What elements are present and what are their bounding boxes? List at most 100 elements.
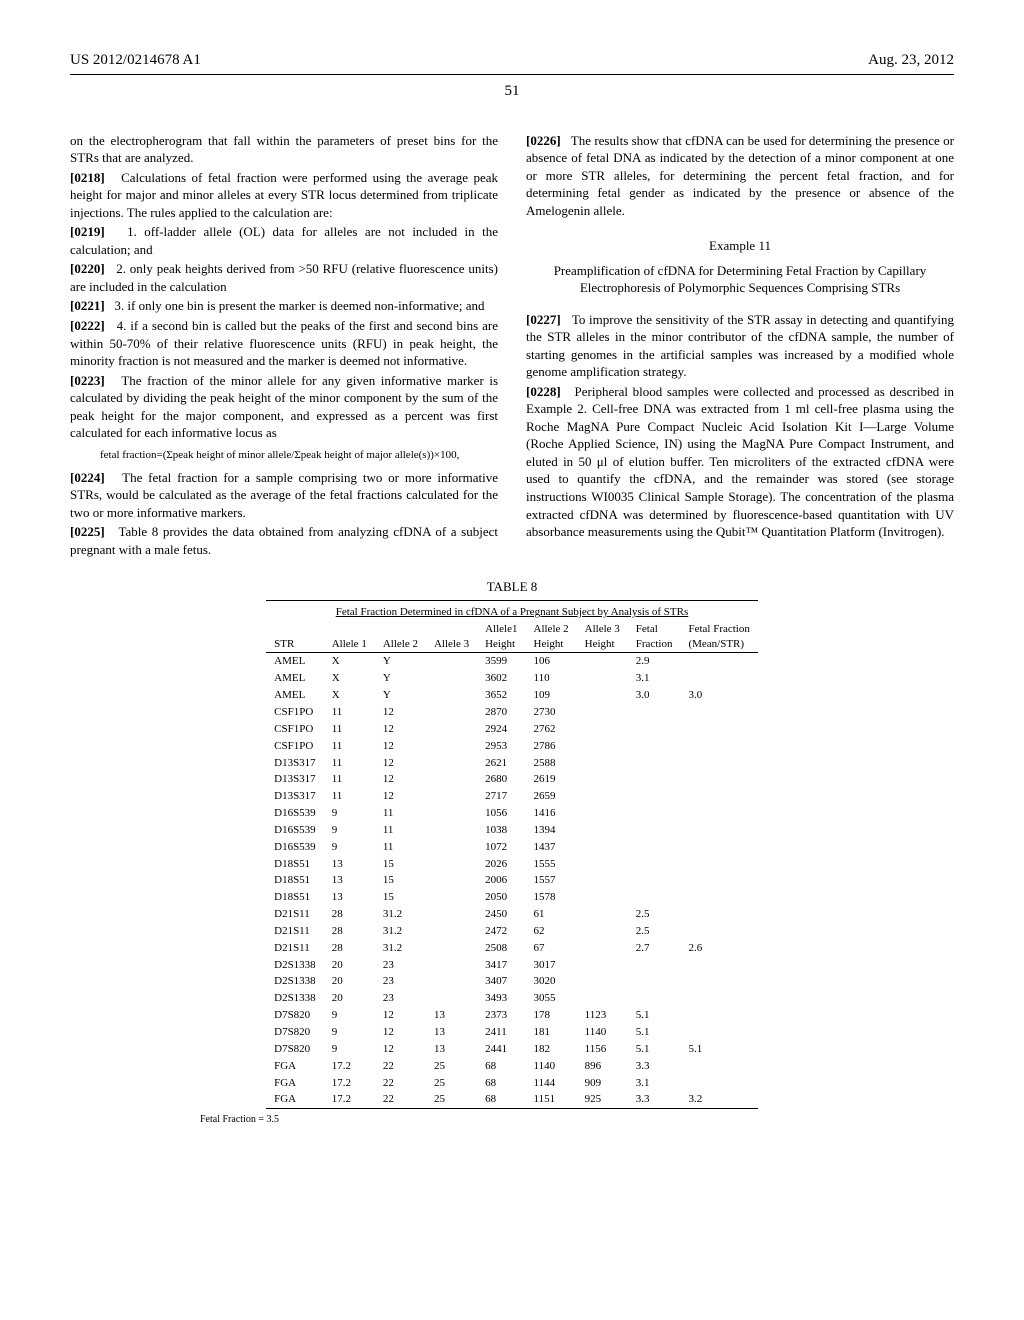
- table-cell: 9: [324, 1041, 375, 1058]
- table-cell: 11: [324, 755, 375, 772]
- table-cell: [680, 805, 757, 822]
- table-cell: 68: [477, 1091, 525, 1108]
- table-cell: [680, 788, 757, 805]
- col-ffmean: Fetal Fraction(Mean/STR): [680, 621, 757, 653]
- table-cell: AMEL: [266, 687, 324, 704]
- table-cell: 3493: [477, 990, 525, 1007]
- table-cell: Y: [375, 687, 426, 704]
- table-cell: 9: [324, 822, 375, 839]
- table-cell: X: [324, 670, 375, 687]
- body-columns: on the electropherogram that fall within…: [70, 132, 954, 561]
- table-cell: X: [324, 687, 375, 704]
- table-cell: [680, 872, 757, 889]
- table-row: FGA17.222256811519253.33.2: [266, 1091, 758, 1108]
- table-cell: [426, 856, 477, 873]
- table-cell: [577, 906, 628, 923]
- table-cell: 17.2: [324, 1091, 375, 1108]
- table-cell: 181: [526, 1024, 577, 1041]
- table-cell: 3020: [526, 973, 577, 990]
- table-cell: [577, 721, 628, 738]
- table-cell: X: [324, 653, 375, 670]
- table-cell: 15: [375, 856, 426, 873]
- para-0226: [0226] The results show that cfDNA can b…: [526, 132, 954, 220]
- table-cell: [628, 822, 681, 839]
- table-cell: 2006: [477, 872, 525, 889]
- table-cell: [680, 771, 757, 788]
- table-cell: 1416: [526, 805, 577, 822]
- table-cell: 12: [375, 704, 426, 721]
- table-cell: 2026: [477, 856, 525, 873]
- table-row: D21S112831.22508672.72.6: [266, 940, 758, 957]
- table-cell: 67: [526, 940, 577, 957]
- table-cell: 28: [324, 940, 375, 957]
- col-h3: Allele 3Height: [577, 621, 628, 653]
- table-cell: [680, 1007, 757, 1024]
- para-0223: [0223] The fraction of the minor allele …: [70, 372, 498, 442]
- table-cell: [628, 839, 681, 856]
- table-cell: 109: [526, 687, 577, 704]
- table-cell: Y: [375, 653, 426, 670]
- table-cell: [680, 889, 757, 906]
- table-cell: 11: [375, 839, 426, 856]
- table-cell: [426, 805, 477, 822]
- table-cell: 62: [526, 923, 577, 940]
- table-cell: CSF1PO: [266, 704, 324, 721]
- table-cell: [680, 973, 757, 990]
- table-cell: 23: [375, 990, 426, 1007]
- table-cell: AMEL: [266, 653, 324, 670]
- table-cell: 20: [324, 957, 375, 974]
- table-cell: 3017: [526, 957, 577, 974]
- page-header: US 2012/0214678 A1 Aug. 23, 2012: [70, 50, 954, 75]
- table-cell: 2621: [477, 755, 525, 772]
- table-cell: [426, 738, 477, 755]
- table-row: D2S1338202334173017: [266, 957, 758, 974]
- table-row: CSF1PO111229532786: [266, 738, 758, 755]
- table-cell: [628, 990, 681, 1007]
- table-cell: 2.9: [628, 653, 681, 670]
- table-cell: [577, 839, 628, 856]
- table-label: TABLE 8: [70, 578, 954, 596]
- table-cell: D13S317: [266, 755, 324, 772]
- table-row: D16S53991110381394: [266, 822, 758, 839]
- table-cell: [680, 704, 757, 721]
- table-cell: [426, 923, 477, 940]
- table-cell: 23: [375, 973, 426, 990]
- table-cell: [680, 755, 757, 772]
- table-row: D18S51131520061557: [266, 872, 758, 889]
- table-cell: 3652: [477, 687, 525, 704]
- table-cell: [680, 923, 757, 940]
- table-cell: 61: [526, 906, 577, 923]
- table-cell: D21S11: [266, 940, 324, 957]
- left-column: on the electropherogram that fall within…: [70, 132, 498, 561]
- table-cell: 896: [577, 1058, 628, 1075]
- table-cell: 11: [324, 771, 375, 788]
- table-cell: 2.7: [628, 940, 681, 957]
- table-cell: 1140: [577, 1024, 628, 1041]
- table-cell: 31.2: [375, 906, 426, 923]
- table-cell: D21S11: [266, 906, 324, 923]
- table-cell: 2870: [477, 704, 525, 721]
- table-cell: 12: [375, 788, 426, 805]
- table-cell: 23: [375, 957, 426, 974]
- table-cell: D18S51: [266, 872, 324, 889]
- table-cell: 3055: [526, 990, 577, 1007]
- table-cell: [680, 906, 757, 923]
- table-cell: [577, 856, 628, 873]
- table-cell: FGA: [266, 1091, 324, 1108]
- table-cell: [577, 805, 628, 822]
- table-cell: 9: [324, 1007, 375, 1024]
- table-cell: 925: [577, 1091, 628, 1108]
- table-cell: [628, 704, 681, 721]
- table-cell: D13S317: [266, 788, 324, 805]
- col-allele1: Allele 1: [324, 621, 375, 653]
- table-cell: [426, 687, 477, 704]
- table-cell: [680, 822, 757, 839]
- table-cell: 2.5: [628, 906, 681, 923]
- table-cell: 2717: [477, 788, 525, 805]
- table-cell: D7S820: [266, 1041, 324, 1058]
- table-cell: CSF1PO: [266, 738, 324, 755]
- table-row: FGA17.222256811449093.1: [266, 1075, 758, 1092]
- table-cell: Y: [375, 670, 426, 687]
- table-row: D21S112831.22472622.5: [266, 923, 758, 940]
- table-cell: 2050: [477, 889, 525, 906]
